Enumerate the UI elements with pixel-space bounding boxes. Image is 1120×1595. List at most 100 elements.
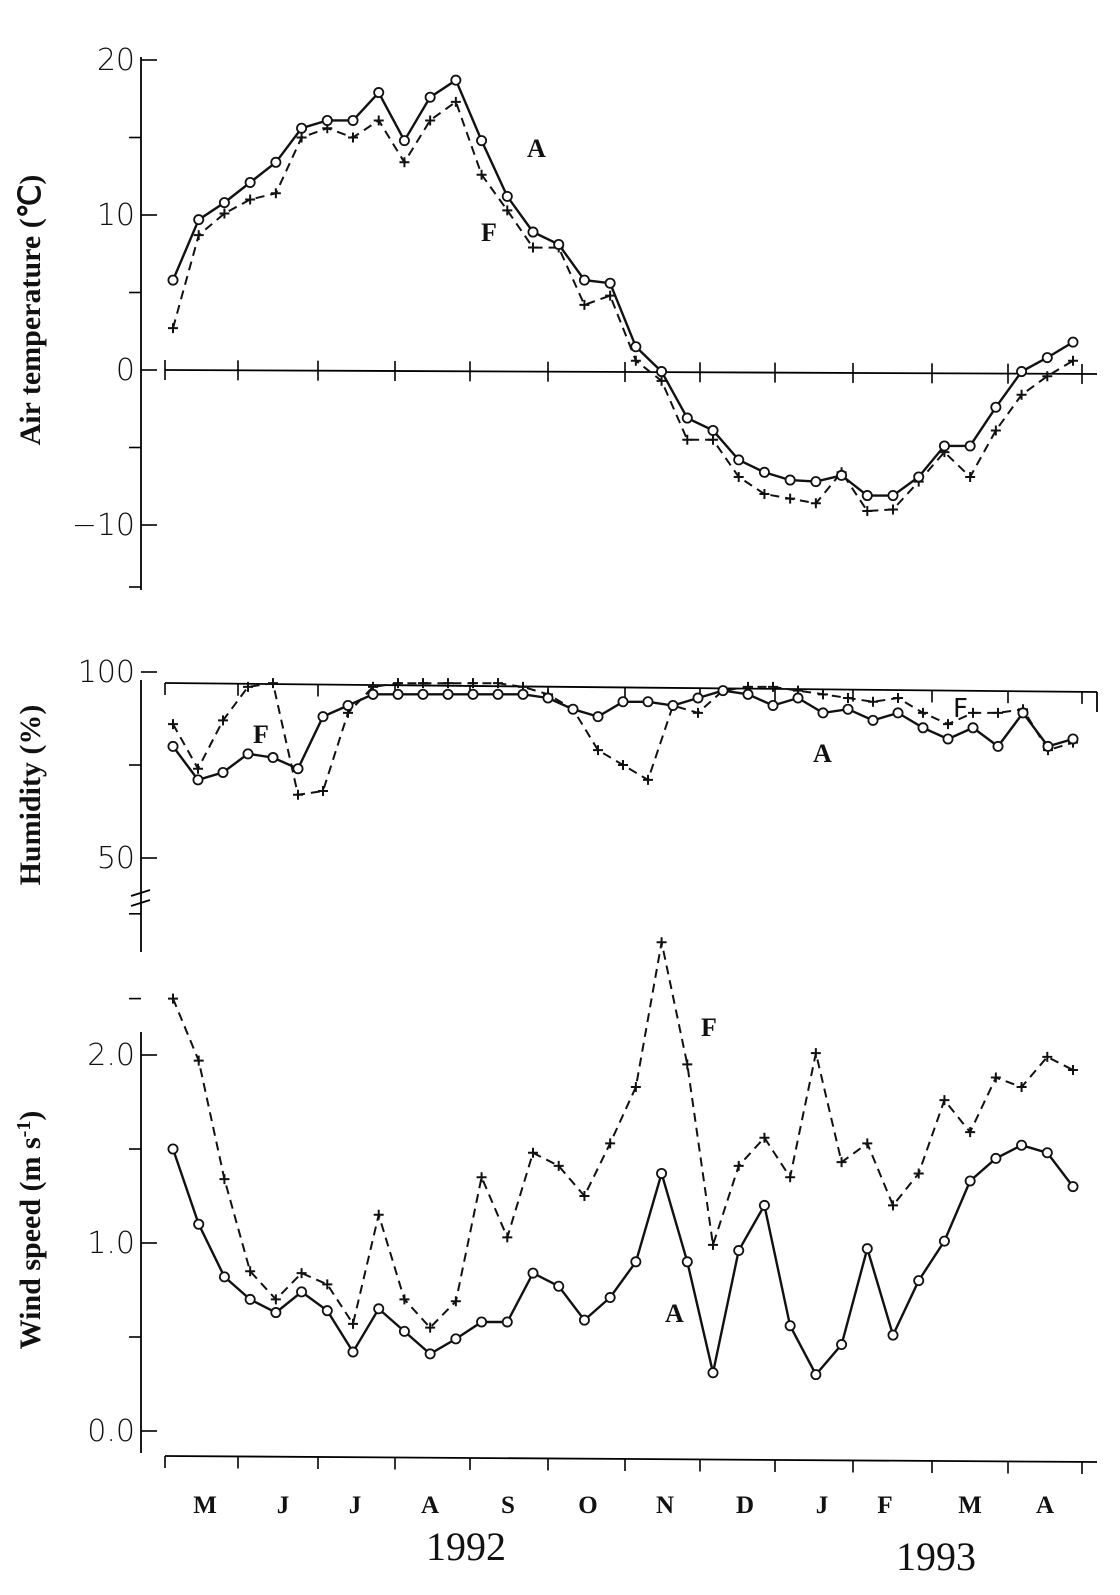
hum-lineA-point	[817, 707, 829, 719]
wind-lineA-point	[836, 1339, 848, 1351]
month-label: F	[877, 1492, 892, 1519]
hum-lineF-point	[418, 678, 428, 689]
wind-lineA-point	[630, 1256, 642, 1268]
wind-lineF-point	[399, 1294, 410, 1305]
wind-lineA-point	[733, 1245, 745, 1257]
humidity-label-F-right: F	[953, 694, 968, 724]
humidity-axis-break	[130, 889, 151, 907]
wind-label-A: A	[665, 1299, 684, 1328]
hum-lineA-point	[1067, 733, 1079, 745]
temp-lineF-point	[168, 323, 178, 334]
temp-y-ticks: 20 10 0 −10	[72, 43, 157, 588]
temp-lineA-point	[527, 226, 539, 238]
temp-lineA-point	[758, 466, 770, 478]
wind-lineA-point	[1041, 1147, 1053, 1159]
wind-x-ticks	[164, 1456, 1083, 1474]
month-label: A	[421, 1492, 439, 1519]
temp-lineA-point	[681, 412, 693, 424]
hum-lineA-point	[867, 714, 879, 726]
hum-lineF-point	[243, 681, 253, 692]
temp-lineF-point	[296, 132, 307, 143]
temp-lineF-point	[399, 157, 410, 168]
temp-series-F	[168, 96, 1078, 517]
panel-humidity: 100 50 Humidity (%) F F A	[14, 655, 1098, 952]
hum-lineA-point	[467, 688, 479, 700]
temp-ytick-label: −10	[72, 508, 135, 543]
hum-lineA-point	[417, 688, 429, 700]
hum-lineA-point	[942, 733, 954, 745]
temp-lineF-point	[990, 425, 1001, 436]
temp-lineA-point	[707, 424, 719, 436]
wind-lineA-point	[167, 1143, 179, 1155]
temp-lineA-point	[296, 122, 308, 134]
wind-lineF-point	[1068, 1065, 1078, 1076]
wind-lineA-point	[347, 1346, 359, 1358]
humidity-label-F-left: F	[253, 720, 269, 749]
hum-lineF-point	[493, 678, 503, 689]
temp-lineF-point	[965, 471, 976, 482]
humidity-y-axis-label: Humidity (%)	[14, 705, 47, 886]
wind-ytick-label: 0.0	[87, 1414, 135, 1449]
hum-lineF-point	[293, 789, 303, 800]
wind-lineF-point	[553, 1160, 564, 1171]
month-label: M	[193, 1492, 217, 1519]
hum-lineF-point	[843, 693, 853, 704]
wind-lineF-point	[502, 1232, 513, 1243]
hum-lineA-point	[292, 763, 304, 775]
temp-zero-line	[164, 369, 1098, 375]
temp-lineA-point	[244, 176, 256, 188]
hum-lineA-point	[842, 703, 854, 715]
temp-lineF-point	[1016, 389, 1027, 400]
month-label: J	[277, 1492, 290, 1519]
wind-lineF-point	[888, 1200, 898, 1211]
temp-lineA-point	[476, 135, 488, 147]
wind-lineA-point	[553, 1280, 565, 1292]
temp-lineA-point	[964, 440, 976, 452]
hum-lineF-point	[868, 696, 878, 707]
wind-series-A	[167, 1139, 1079, 1381]
temp-lineF-point	[759, 489, 770, 499]
wind-label-F: F	[701, 1013, 717, 1042]
wind-lineA-point	[656, 1167, 668, 1179]
month-label: O	[578, 1492, 597, 1519]
temp-lineA-point	[347, 114, 359, 126]
temp-lineA-point	[553, 238, 565, 250]
hum-lineA-point	[642, 696, 654, 708]
wind-lineA-point	[373, 1303, 385, 1315]
temp-series-A	[167, 74, 1079, 502]
hum-lineA-point	[242, 748, 254, 760]
temp-lineA-point	[321, 114, 333, 126]
hum-ytick-label: 100	[78, 655, 135, 690]
hum-lineA-point	[767, 699, 779, 711]
temp-ytick-label: 20	[97, 43, 135, 78]
wind-lineA-point	[501, 1316, 513, 1328]
wind-lineF-point	[450, 1296, 461, 1307]
hum-lineF-point	[693, 707, 703, 718]
wind-lineA-point	[578, 1314, 590, 1326]
hum-lineF-point	[268, 678, 278, 689]
hum-lineA-point	[517, 688, 529, 700]
hum-lineF-point	[893, 693, 903, 704]
wind-lineA-point	[424, 1348, 436, 1360]
wind-lineA-point	[218, 1271, 230, 1283]
wind-ytick-label: 2.0	[87, 1038, 135, 1073]
temp-lineA-point	[501, 190, 513, 202]
temp-lineA-point	[424, 91, 436, 103]
hum-lineA-point	[917, 722, 929, 734]
wind-lineA-point	[1067, 1181, 1079, 1193]
wind-lineF-point	[476, 1172, 487, 1183]
month-label: M	[958, 1492, 982, 1519]
wind-lineA-point	[476, 1316, 488, 1328]
hum-lineF-point	[968, 707, 978, 718]
temp-lineA-point	[656, 366, 668, 378]
hum-lineA-point	[692, 692, 704, 704]
wind-series-F	[168, 937, 1078, 1333]
hum-lineA-point	[592, 711, 604, 723]
wind-lineA-point	[604, 1292, 616, 1304]
temp-lineF-point	[373, 115, 384, 126]
wind-lineF-point	[605, 1138, 616, 1149]
hum-lineA-point	[317, 711, 329, 723]
temp-lineF-point	[219, 208, 230, 219]
temp-lineF-point	[270, 188, 281, 199]
temp-lineF-point	[862, 506, 873, 517]
